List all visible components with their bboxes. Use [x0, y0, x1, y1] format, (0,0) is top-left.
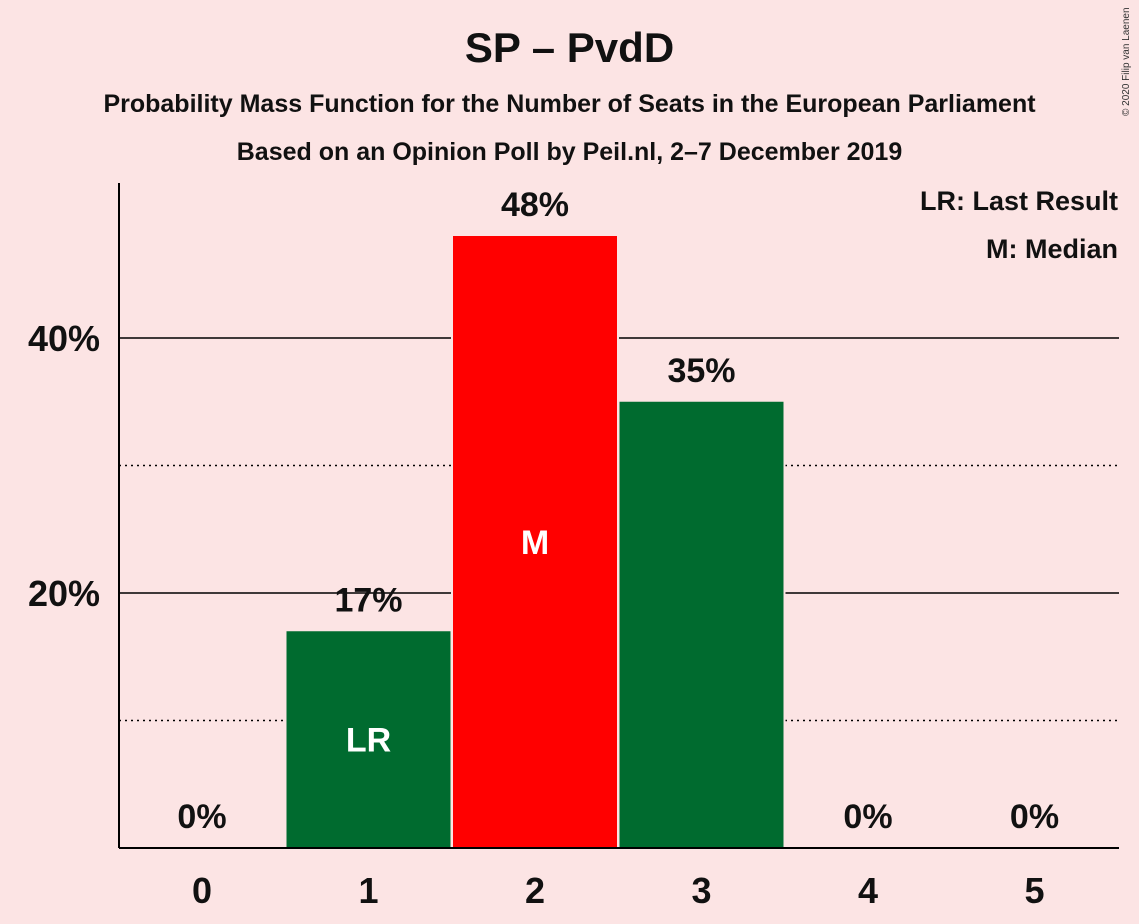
bar: [453, 236, 617, 848]
y-tick-label: 40%: [28, 318, 100, 359]
bar-value-label: 0%: [1010, 798, 1059, 836]
legend-entry: LR: Last Result: [920, 186, 1118, 216]
bar-value-label: 35%: [667, 352, 735, 390]
bar-value-label: 48%: [501, 186, 569, 224]
bar: [619, 401, 784, 848]
bar-value-label: 0%: [177, 798, 226, 836]
bar-marker-label: LR: [346, 722, 391, 760]
chart-subtitle: Probability Mass Function for the Number…: [103, 90, 1036, 118]
x-tick-label: 5: [1024, 870, 1044, 911]
x-tick-label: 3: [691, 870, 711, 911]
chart-subtitle-poll: Based on an Opinion Poll by Peil.nl, 2–7…: [236, 138, 903, 166]
x-tick-label: 0: [192, 870, 212, 911]
bar-value-label: 0%: [843, 798, 892, 836]
y-tick-label: 20%: [28, 573, 100, 614]
chart-title: SP – PvdD: [464, 24, 675, 71]
x-tick-label: 4: [858, 870, 878, 911]
bar: [286, 631, 451, 848]
bar-value-label: 17%: [334, 581, 402, 619]
x-tick-label: 1: [358, 870, 378, 911]
bar-marker-label: M: [521, 524, 549, 562]
legend-entry: M: Median: [986, 234, 1118, 264]
x-tick-label: 2: [525, 870, 545, 911]
